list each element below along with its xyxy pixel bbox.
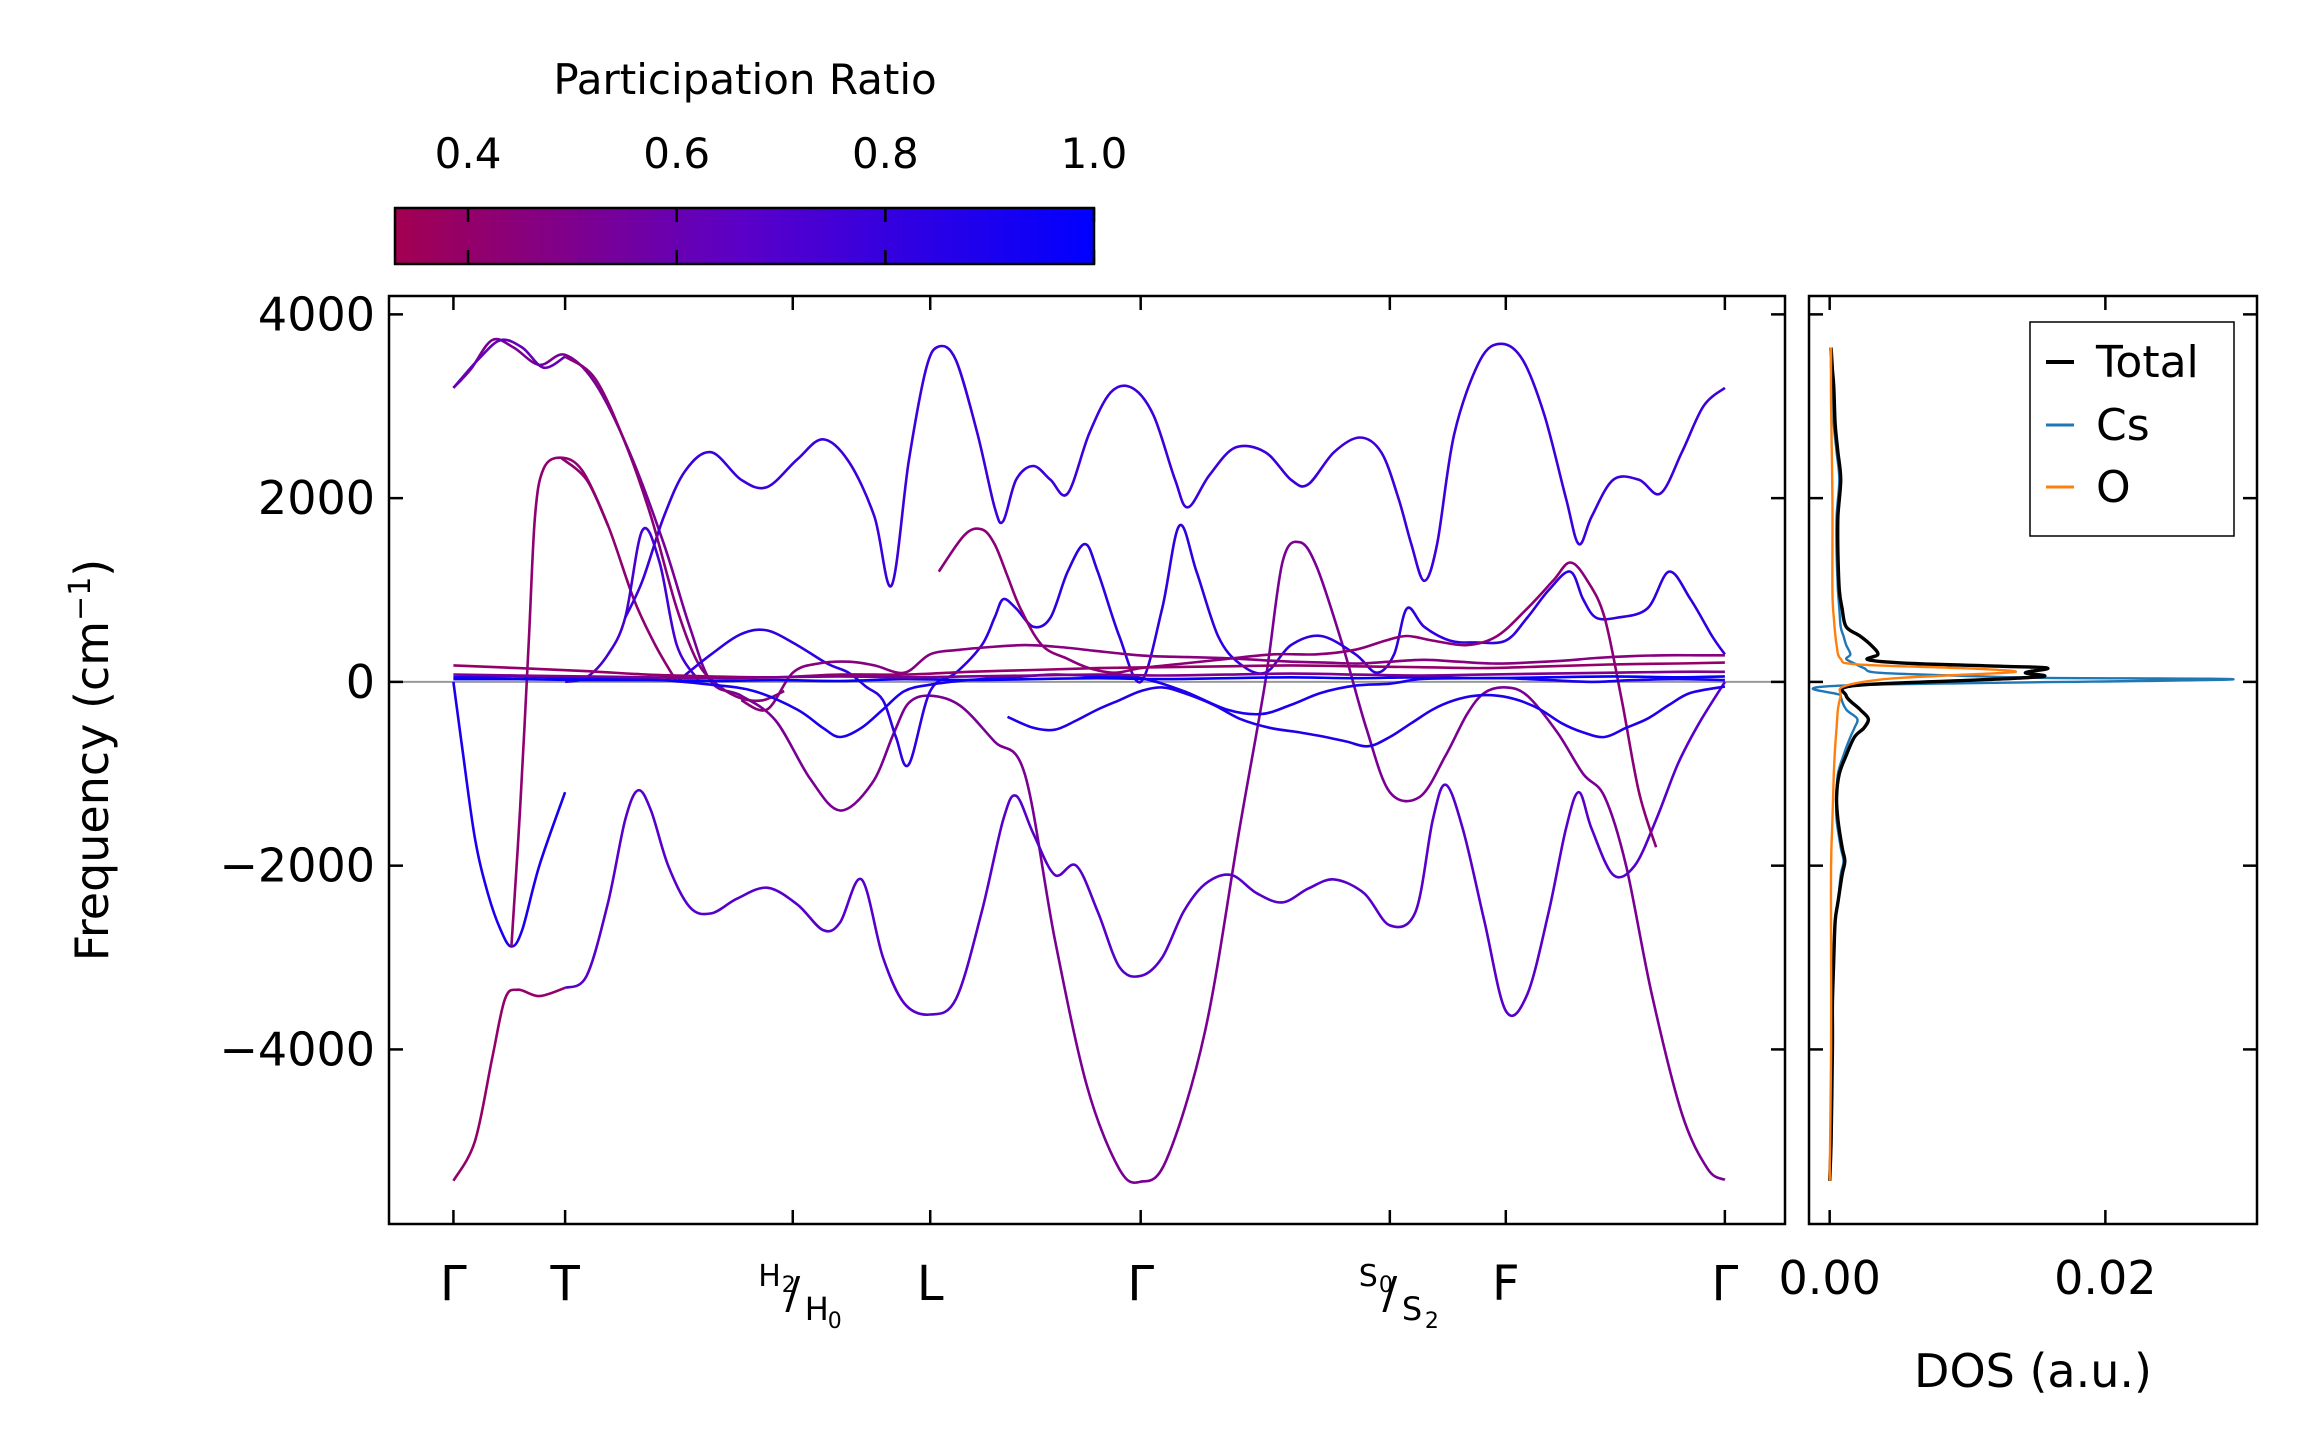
legend-frame [2029,321,2235,537]
band-y-tick-label-3: −2000 [219,839,375,893]
colorbar-tick-label-2: 0.8 [852,129,919,178]
band-x-tick-label-4: Γ [1127,1256,1154,1312]
dos-x-ticks: 0.00 0.02 [1778,296,2157,1305]
band-x-tick-label-7: Γ [1711,1256,1738,1312]
band-13 [740,643,1725,712]
band-lines [389,337,1785,1184]
colorbar-tick-label-3: 1.0 [1061,129,1128,178]
dos-plot-frame [1807,294,2259,1226]
band-y-tick-label-0: 4000 [258,287,375,341]
band-11 [675,523,1726,768]
band-5 [452,986,566,1182]
dos-y-ticks [1809,313,2257,1051]
band-x-tick-label-6: F [1492,1256,1520,1312]
legend-label-total: Total [2095,337,2199,388]
tick-sub: 2 [1425,1309,1439,1334]
band-plot-frame [387,294,1787,1226]
band-7 [564,526,700,684]
band-3 [564,681,1727,1018]
ylabel-close: ) [65,559,119,577]
band-x-tick-label-3: L [917,1256,944,1312]
dos-x-axis-label: DOS (a.u.) [1914,1344,2152,1398]
tick-sup-sub: 2 [782,1273,796,1298]
band-14 [453,661,1725,679]
band-y-tick-label-1: 2000 [258,471,375,525]
band-9 [559,456,610,527]
tick-main: S [1402,1290,1422,1328]
dos-x-tick-label-0: 0.00 [1778,1251,1880,1305]
band-4 [452,681,567,948]
dos-lines [1811,347,2235,1181]
tick-sup-sub: 0 [1379,1273,1393,1298]
legend-label-o: O [2096,462,2131,513]
dos-line-o [1828,347,2018,1181]
tick-sup: S [1359,1259,1378,1294]
band-17 [453,670,1725,680]
legend-label-cs: Cs [2096,400,2150,451]
colorbar-tick-label-0: 0.4 [435,129,502,178]
tick-slash: / [1382,1268,1397,1319]
dos-panel: 0.00 0.02 DOS (a.u.) Total Cs O [1778,294,2259,1398]
band-x-tick-label-5: S 0/S 2 [1359,1259,1439,1334]
ylabel-sup: −1 [63,577,98,621]
dos-legend: Total Cs O [2029,321,2235,537]
band-x-tick-label-0: Γ [440,1256,467,1312]
band-8 [624,342,1726,619]
colorbar: Participation Ratio 0.4 0.6 0.8 1.0 [393,55,1128,266]
tick-sub: 0 [828,1309,842,1334]
ylabel-main: Frequency (cm [65,621,119,961]
band-16 [453,675,1725,683]
dos-line-total [1828,347,2050,1181]
colorbar-tick-label-1: 0.6 [643,129,710,178]
band-x-tick-label-1: T [549,1256,580,1312]
band-y-tick-label-4: −4000 [219,1022,375,1076]
band-2 [452,338,566,389]
band-1 [452,337,1726,1184]
band-18 [1006,685,1726,748]
band-x-tick-label-2: H 2/H0 [758,1259,842,1334]
tick-slash: / [785,1268,800,1319]
colorbar-ticks: 0.4 0.6 0.8 1.0 [435,129,1128,264]
dos-x-tick-label-1: 0.02 [2054,1251,2156,1305]
band-10 [564,355,785,703]
band-x-ticks: Γ T H 2/H0L Γ S 0/S 2F Γ [440,296,1738,1334]
tick-main: H [805,1290,829,1328]
band-12 [937,527,1658,848]
band-y-tick-label-2: 0 [346,655,375,709]
colorbar-gradient [393,206,1096,266]
tick-sup: H [758,1259,781,1294]
band-y-axis-label: Frequency (cm−1) [63,559,119,962]
colorbar-title: Participation Ratio [553,55,936,104]
band-y-ticks: 4000 2000 0 −2000 −4000 [219,287,1785,1076]
